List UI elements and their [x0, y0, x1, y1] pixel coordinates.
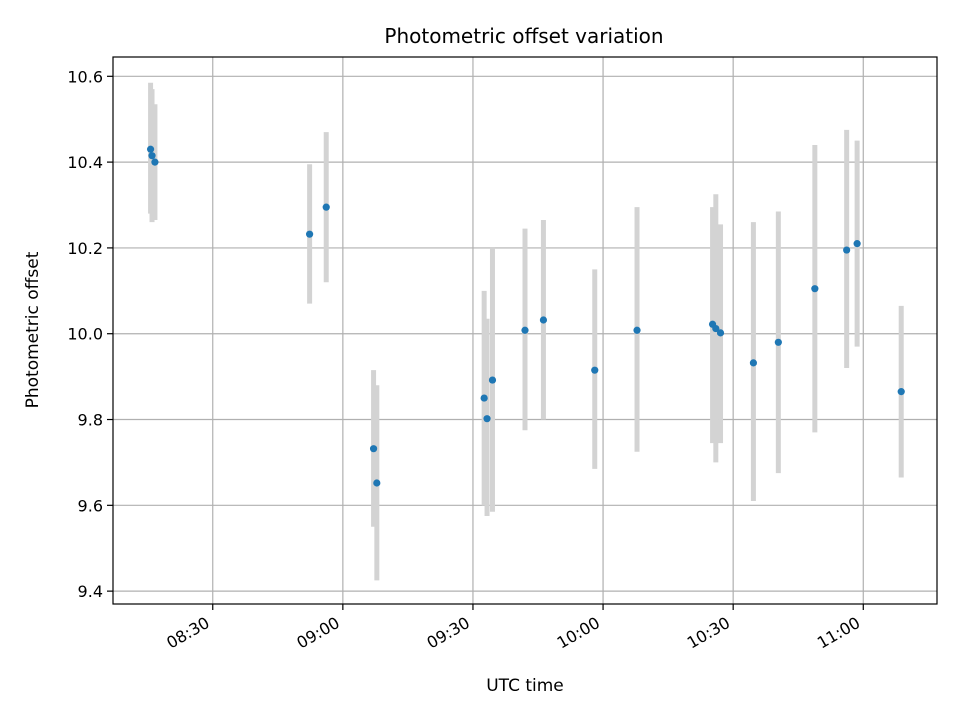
data-point: [774, 338, 782, 346]
y-tick-label: 10.0: [67, 325, 103, 344]
y-axis: 9.4 9.6 9.8 10.0 10.2 10.4 10.6: [67, 67, 113, 601]
data-point: [488, 376, 497, 384]
y-tick-label: 10.6: [67, 67, 103, 86]
data-point: [633, 326, 641, 334]
x-axis-title: UTC time: [486, 676, 564, 696]
data-point: [146, 145, 155, 153]
data-point: [749, 359, 758, 367]
plot-frame: [112, 56, 938, 605]
y-axis-title: Photometric offset: [23, 251, 43, 408]
data-point: [591, 366, 599, 374]
data-point: [521, 326, 529, 334]
data-points: [146, 145, 905, 487]
data-point: [539, 316, 548, 324]
data-point: [148, 152, 156, 160]
data-point: [151, 158, 159, 166]
data-point: [373, 479, 381, 487]
y-tick-label: 9.4: [78, 582, 103, 601]
y-tick-label: 9.6: [78, 496, 103, 515]
data-point: [306, 230, 314, 238]
y-tick-label: 10.4: [67, 153, 103, 172]
data-point: [843, 246, 851, 254]
data-point: [897, 388, 905, 396]
chart-title: Photometric offset variation: [384, 24, 663, 48]
data-point: [322, 203, 330, 211]
data-point: [480, 394, 488, 402]
data-point: [853, 240, 861, 248]
y-tick-label: 10.2: [67, 239, 103, 258]
data-point: [483, 415, 491, 423]
y-tick-label: 9.8: [78, 411, 103, 430]
data-point: [716, 329, 725, 337]
data-point: [712, 324, 720, 333]
data-point: [369, 445, 378, 453]
data-point: [811, 285, 819, 293]
